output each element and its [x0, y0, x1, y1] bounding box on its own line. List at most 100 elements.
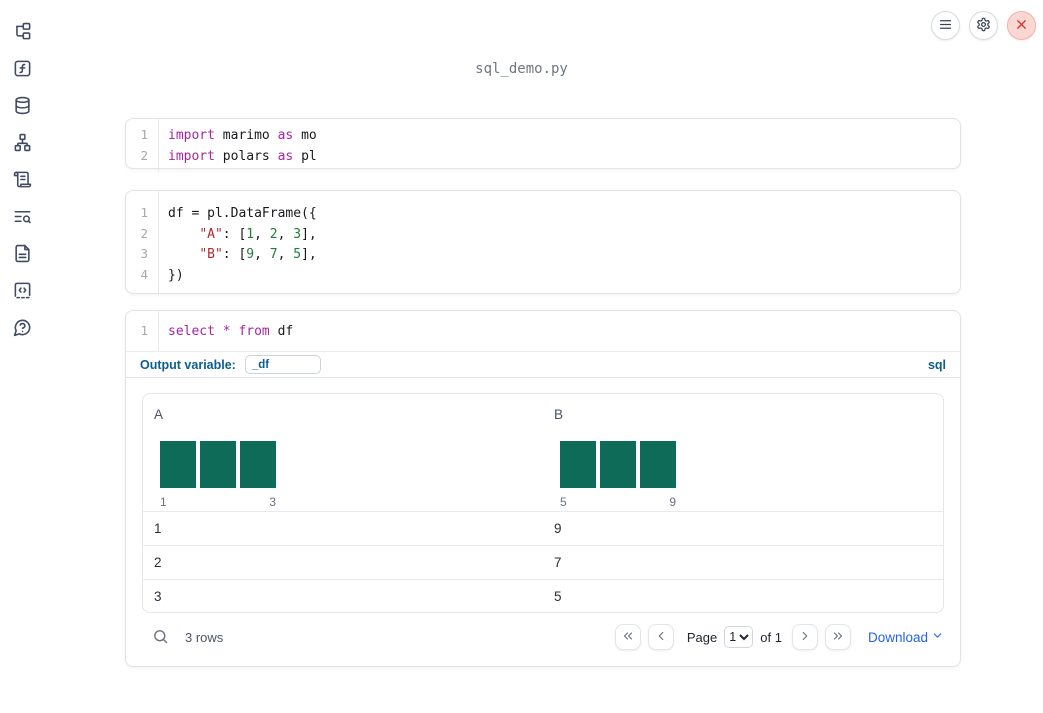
line-number: 1: [140, 323, 148, 338]
file-text-icon: [13, 244, 32, 266]
table-row: 1 9: [143, 511, 943, 545]
first-page-button[interactable]: [614, 624, 641, 650]
sidebar-item-help[interactable]: [12, 319, 32, 339]
cell-output: A 1 3 B: [126, 378, 960, 666]
cell-sql: 1 select * from df Output variable: sql …: [125, 310, 961, 667]
sidebar-item-functions[interactable]: [12, 60, 32, 80]
chevron-down-icon: [931, 629, 944, 645]
histogram-bar: [600, 441, 636, 488]
histogram-bar: [560, 441, 596, 488]
code-line: 2 "A": [1, 2, 3],: [126, 224, 960, 245]
range-min: 1: [160, 495, 167, 509]
line-number: 1: [140, 127, 148, 142]
database-icon: [13, 96, 32, 118]
cell-value: 3: [154, 589, 162, 604]
code-text: select * from df: [168, 324, 294, 339]
cell-imports: 1 import marimo as mo 2 import polars as…: [125, 118, 961, 172]
table-footer: 3 rows Page 1 of 1: [142, 619, 944, 655]
dataframe-table: A 1 3 B: [142, 393, 944, 613]
last-page-button[interactable]: [824, 624, 851, 650]
range-max: 3: [269, 495, 276, 509]
sidebar-item-logs[interactable]: [12, 171, 32, 191]
histogram-bar: [200, 441, 236, 488]
histogram-range: 5 9: [560, 495, 676, 509]
chevron-right-icon: [798, 629, 812, 646]
code-text: "A": [1, 2, 3],: [199, 226, 317, 242]
histogram-b: [560, 441, 676, 488]
code-text: df = pl.DataFrame({: [168, 206, 317, 221]
sql-meta-row: Output variable: sql: [126, 352, 960, 378]
line-number: 2: [140, 225, 148, 241]
column-header-a[interactable]: A 1 3: [154, 407, 276, 509]
settings-button[interactable]: [969, 11, 998, 40]
previous-page-button[interactable]: [647, 624, 674, 650]
line-number: 4: [140, 266, 148, 282]
histogram-bar: [240, 441, 276, 488]
column-header-b[interactable]: B 5 9: [554, 407, 676, 509]
line-number: 1: [140, 205, 148, 220]
column-name: B: [554, 407, 564, 422]
gear-icon: [976, 17, 991, 35]
page-select[interactable]: 1: [724, 626, 754, 648]
cell-value: 1: [154, 521, 162, 536]
notebook-filename[interactable]: sql_demo.py: [475, 61, 568, 77]
sidebar-item-file-explorer[interactable]: [12, 22, 32, 43]
code-line: 1 import marimo as mo: [126, 125, 960, 146]
list-search-icon: [13, 207, 32, 229]
helper-sidebar: [0, 0, 44, 713]
sidebar-item-data-sources[interactable]: [12, 96, 32, 118]
histogram-a: [160, 441, 276, 488]
sidebar-item-outline-search[interactable]: [12, 208, 32, 228]
page-label: Page: [686, 629, 718, 645]
menu-button[interactable]: [931, 11, 960, 40]
hamburger-menu-icon: [938, 17, 953, 35]
table-row: 2 7: [143, 545, 943, 579]
code-text: "B": [9, 7, 5],: [199, 247, 317, 262]
histogram-range: 1 3: [160, 495, 276, 509]
code-text: import polars as pl: [168, 149, 317, 164]
code-editor[interactable]: 1 df = pl.DataFrame({ 2 "A": [1, 2, 3], …: [126, 191, 960, 296]
page-of-label: of 1: [760, 629, 782, 645]
search-button[interactable]: [151, 628, 169, 646]
close-x-icon: [1014, 17, 1029, 35]
chevrons-left-icon: [621, 629, 635, 646]
search-icon: [152, 630, 169, 648]
cell-value: 2: [154, 555, 162, 570]
histogram-bar: [640, 441, 676, 488]
sidebar-item-documentation[interactable]: [12, 244, 32, 266]
column-name: A: [154, 407, 164, 422]
code-line: 1 df = pl.DataFrame({: [126, 203, 960, 224]
pagination: Page 1 of 1 Download: [614, 624, 944, 650]
cell-value: 9: [554, 521, 562, 536]
scroll-text-icon: [13, 170, 32, 192]
sidebar-item-snippets[interactable]: [12, 282, 32, 302]
code-line: 2 import polars as pl: [126, 146, 960, 167]
close-button[interactable]: [1007, 11, 1036, 40]
line-number: 3: [140, 246, 148, 261]
code-line: 1 select * from df: [126, 321, 960, 342]
sidebar-item-dependency-graph[interactable]: [12, 133, 32, 155]
code-text: }): [168, 267, 184, 283]
next-page-button[interactable]: [791, 624, 818, 650]
code-editor[interactable]: 1 select * from df: [126, 311, 960, 352]
output-variable-label: Output variable:: [140, 357, 236, 372]
row-count: 3 rows: [185, 629, 224, 645]
network-icon: [13, 133, 32, 155]
code-line: 4 }): [126, 265, 960, 286]
range-max: 9: [669, 495, 676, 509]
code-editor[interactable]: 1 import marimo as mo 2 import polars as…: [126, 119, 960, 172]
code-square-icon: [13, 281, 32, 303]
cell-dataframe: 1 df = pl.DataFrame({ 2 "A": [1, 2, 3], …: [125, 190, 961, 296]
histogram-bar: [160, 441, 196, 488]
notebook-actions: [931, 11, 1036, 40]
download-label: Download: [867, 629, 928, 645]
chevron-left-icon: [654, 629, 668, 646]
language-badge: sql: [927, 357, 946, 372]
output-variable-input[interactable]: [244, 355, 321, 374]
code-text: import marimo as mo: [168, 128, 317, 143]
download-button[interactable]: Download: [868, 629, 944, 645]
line-number: 2: [140, 148, 148, 163]
table-row: 3 5: [143, 579, 943, 612]
function-square-icon: [13, 59, 32, 81]
table-header: A 1 3 B: [143, 394, 943, 511]
